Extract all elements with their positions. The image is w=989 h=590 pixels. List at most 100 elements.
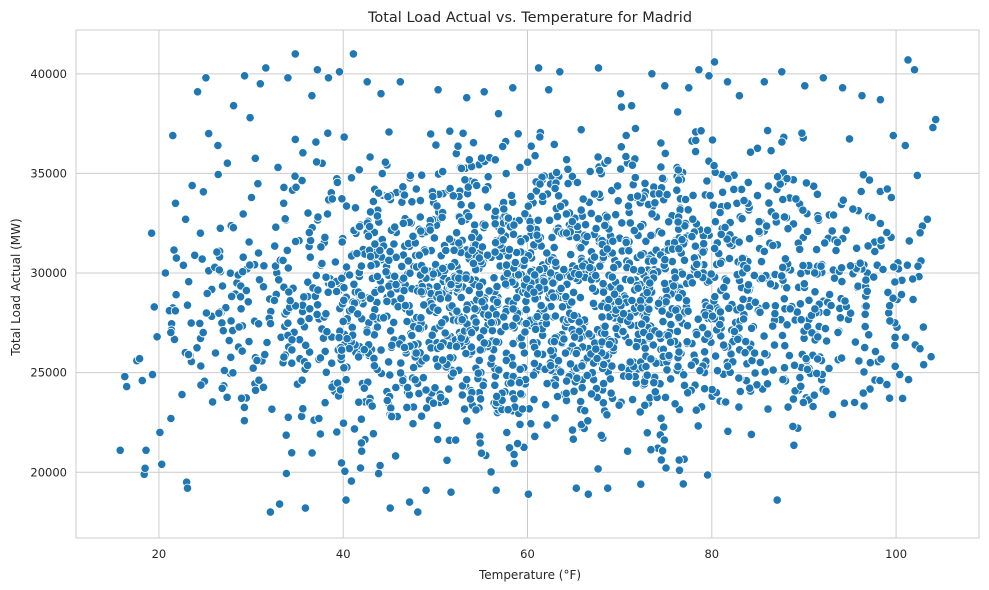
scatter-point (702, 470, 713, 480)
scatter-point (252, 355, 262, 365)
scatter-point (913, 261, 923, 271)
scatter-point (452, 306, 462, 316)
scatter-point (550, 413, 560, 423)
scatter-point (607, 361, 617, 371)
scatter-point (405, 268, 415, 278)
scatter-point (736, 303, 746, 313)
scatter-point (475, 438, 485, 448)
scatter-point (508, 338, 518, 349)
scatter-point (337, 273, 347, 283)
scatter-point (740, 348, 750, 358)
scatter-point (611, 210, 621, 220)
scatter-point (679, 370, 689, 380)
scatter-point (528, 370, 539, 380)
scatter-point (642, 428, 652, 438)
scatter-point (617, 218, 627, 228)
scatter-point (362, 327, 372, 337)
scatter-point (302, 360, 313, 370)
scatter-point (290, 171, 300, 181)
scatter-point (602, 212, 612, 222)
scatter-point (303, 208, 313, 218)
scatter-point (435, 341, 446, 352)
scatter-point (433, 434, 443, 445)
scatter-point (408, 231, 418, 241)
scatter-point (542, 378, 552, 389)
scatter-point (723, 361, 733, 371)
scatter-point (446, 279, 456, 290)
scatter-point (346, 476, 356, 486)
scatter-point (408, 419, 418, 429)
scatter-point (662, 365, 672, 375)
scatter-point (717, 187, 728, 197)
scatter-point (213, 169, 223, 180)
scatter-point (715, 207, 725, 218)
scatter-point (795, 299, 806, 309)
scatter-point (532, 311, 542, 322)
scatter-point (673, 217, 683, 227)
scatter-point (444, 234, 455, 244)
scatter-point (646, 230, 656, 240)
scatter-point (845, 308, 856, 318)
scatter-point (719, 282, 729, 293)
scatter-point (860, 321, 870, 332)
scatter-point (885, 316, 895, 326)
scatter-point (402, 382, 413, 393)
scatter-point (416, 313, 426, 323)
scatter-point (498, 235, 508, 245)
scatter-point (477, 242, 487, 252)
scatter-point (195, 228, 205, 238)
scatter-point (469, 220, 480, 230)
scatter-point (855, 258, 865, 268)
scatter-point (553, 356, 564, 366)
scatter-point (741, 336, 751, 347)
scatter-point (366, 261, 376, 271)
scatter-point (411, 184, 421, 194)
scatter-point (500, 321, 511, 332)
scatter-point (217, 318, 227, 328)
scatter-point (466, 342, 476, 352)
scatter-point (674, 244, 684, 254)
chart-title: Total Load Actual vs. Temperature for Ma… (367, 10, 692, 26)
scatter-point (777, 137, 787, 147)
scatter-point (681, 296, 692, 306)
scatter-point (515, 419, 525, 429)
scatter-point (456, 163, 467, 173)
scatter-point (766, 146, 776, 156)
scatter-point (908, 294, 918, 305)
scatter-point (390, 271, 400, 281)
scatter-point (882, 184, 892, 194)
scatter-point (449, 245, 459, 255)
scatter-point (778, 262, 788, 272)
scatter-point (307, 448, 317, 458)
scatter-point (743, 177, 753, 187)
scatter-point (499, 204, 509, 214)
scatter-point (549, 336, 559, 347)
scatter-point (414, 388, 424, 399)
scatter-point (836, 353, 847, 363)
scatter-point (368, 429, 378, 439)
scatter-point (297, 375, 307, 385)
scatter-point (509, 449, 519, 459)
scatter-point (526, 141, 536, 151)
scatter-point (353, 352, 364, 362)
scatter-point (544, 215, 555, 225)
scatter-point (673, 107, 683, 117)
scatter-point (349, 279, 359, 289)
scatter-point (354, 221, 365, 232)
scatter-point (641, 361, 651, 372)
scatter-point (476, 448, 487, 458)
scatter-point (878, 264, 888, 275)
scatter-point (346, 173, 357, 183)
scatter-point (565, 359, 576, 369)
scatter-point (515, 162, 525, 172)
scatter-point (438, 263, 448, 273)
scatter-point (735, 386, 745, 397)
scatter-point (724, 253, 735, 264)
scatter-point (876, 354, 886, 364)
scatter-point (561, 209, 572, 219)
scatter-point (387, 411, 397, 422)
scatter-point (812, 368, 822, 378)
scatter-point (241, 285, 251, 296)
scatter-point (566, 250, 576, 260)
